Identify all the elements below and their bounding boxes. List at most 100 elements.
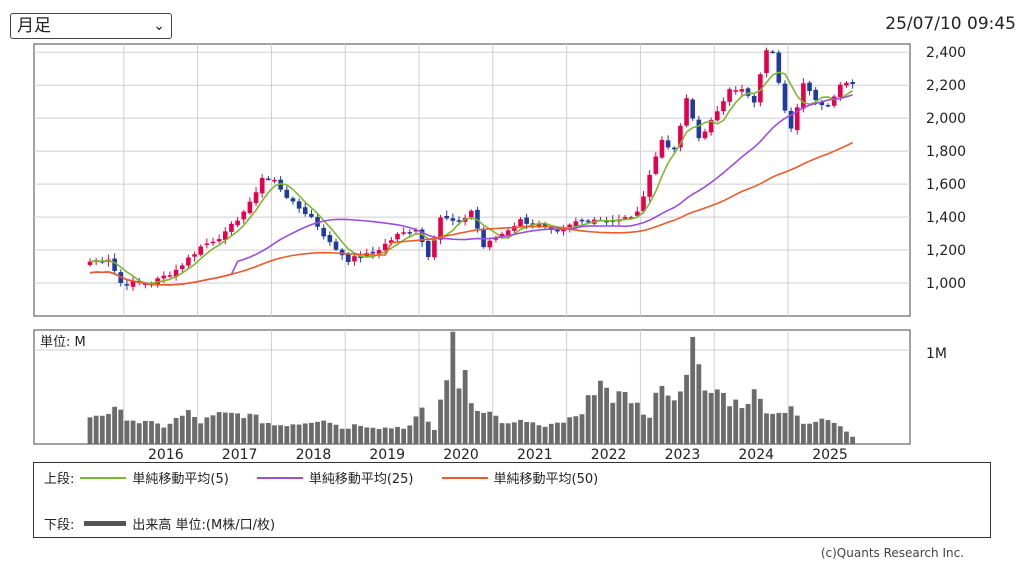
volume-bar [665,395,671,444]
volume-bar [112,406,117,444]
volume-bar [622,391,628,444]
volume-bar [179,415,185,444]
volume-bar [794,415,800,444]
volume-bar [850,436,855,444]
candle-body [788,110,794,129]
volume-bar [505,423,511,444]
volume-bar [419,407,425,444]
candle-body [665,140,671,148]
volume-bar [229,412,234,444]
candle-body [715,111,720,121]
volume-bar [819,418,825,444]
volume-bar [782,412,788,444]
volume-bar [321,420,327,444]
candle-body [708,120,714,133]
legend-ma25-line [256,476,303,479]
volume-bar [813,421,819,444]
volume-bar [825,420,831,444]
volume-bar [93,415,99,444]
candle-body [487,240,493,248]
candle-body [376,250,382,254]
volume-bar [831,422,837,444]
candle-body [696,119,702,139]
candle-body [641,196,646,212]
copyright: (c)Quants Research Inc. [820,546,964,560]
candle-body [333,241,339,250]
candle-body [690,99,695,119]
candle-body [678,125,683,148]
candle-body [542,223,548,227]
x-tick-label: 2017 [222,447,258,463]
candle-body [321,227,326,237]
candle-body [302,207,308,215]
candle-body [358,256,363,258]
candle-body [776,52,782,83]
candle-body [555,229,560,232]
y-tick-label: 1,800 [926,144,966,160]
volume-bar [432,429,437,444]
candle-body [622,217,628,219]
candle-body [296,201,302,209]
x-tick-label: 2021 [517,447,553,463]
volume-bar [598,380,603,444]
legend-ma50-label: 単純移動平均(50) [493,472,599,487]
volume-bar [561,422,566,444]
volume-bar [345,428,351,444]
volume-bar [610,402,616,444]
volume-bar [155,423,161,444]
volume-bar [493,415,499,444]
volume-bar [161,427,167,444]
volume-bar [696,364,702,444]
candle-body [825,104,831,107]
candle-body [702,131,708,139]
candle-body [192,254,197,257]
volume-bar [235,413,240,444]
volume-bar [641,414,646,444]
volume-y-tick: 1M [926,346,947,362]
candle-body [216,239,222,242]
volume-bar [167,423,173,444]
candle-body [339,249,345,256]
legend-ma25-label: 単純移動平均(25) [308,472,414,487]
candle-body [721,101,726,112]
candle-body [671,147,677,150]
candle-body [259,177,265,194]
legend-lower-label: 下段: [44,518,75,533]
ma-line-50 [89,141,853,286]
candle-body [266,178,271,181]
volume-bar [573,416,579,444]
volume-bar [751,389,757,444]
y-tick-label: 2,200 [926,78,966,94]
candle-body [401,232,406,234]
volume-bar [358,425,363,444]
volume-bar [438,399,443,444]
candle-body [548,227,554,229]
volume-bar [788,406,794,444]
volume-bar [518,419,523,444]
candle-body [87,261,93,265]
volume-bar [757,398,763,444]
x-tick-label: 2020 [443,447,479,463]
price-panel: 1,000 1,200 1,400 1,600 1,800 2,000 2,200 2,400 [33,43,966,317]
period-select[interactable]: 月足 ⌄ [10,13,172,39]
x-tick-label: 2025 [812,447,848,463]
y-tick-label: 2,000 [926,111,966,127]
candle-body [782,83,788,111]
candle-body [499,233,505,238]
volume-bar [690,336,696,444]
volume-bar [462,370,468,444]
candle-body [456,220,462,222]
candle-body [278,179,283,190]
volume-bar [548,423,554,444]
candle-body [751,95,757,103]
volume-bar [370,427,376,444]
volume-unit-label: 単位: M [40,334,86,350]
candle-body [223,231,228,240]
candle-body [198,246,203,255]
volume-bar [487,411,493,444]
volume-bar [413,416,419,444]
volume-bar [671,400,677,444]
volume-bar [186,410,191,444]
volume-bar [511,422,517,444]
